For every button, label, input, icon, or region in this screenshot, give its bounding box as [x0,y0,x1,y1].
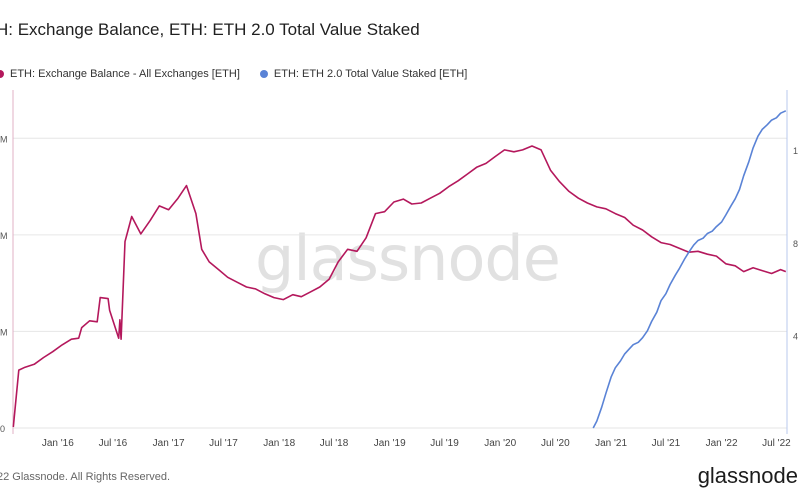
y-right-tick-label: 4 [793,331,798,341]
x-tick-label: Jul '21 [652,438,681,449]
x-tick-label: Jan '17 [153,438,185,449]
glassnode-logo[interactable]: glassnode [697,463,798,488]
y-left-tick-label: M [0,327,8,337]
legend-item-exchange-balance[interactable]: ETH: Exchange Balance - All Exchanges [E… [0,68,240,80]
y-left-tick-label: M [0,134,8,144]
x-tick-label: Jul '16 [99,438,128,449]
y-left-tick-label: M [0,231,8,241]
x-tick-label: Jan '16 [42,438,74,449]
x-tick-label: Jul '20 [541,438,570,449]
x-tick-label: Jul '17 [209,438,238,449]
legend-item-total-value-staked[interactable]: ETH: ETH 2.0 Total Value Staked [ETH] [259,68,468,80]
x-tick-label: Jul '19 [430,438,459,449]
legend-marker-exchange-balance [0,70,4,78]
legend-label-exchange-balance: ETH: Exchange Balance - All Exchanges [E… [10,68,240,80]
watermark: glassnode [255,222,561,295]
legend: ETH: Exchange Balance - All Exchanges [E… [0,66,487,82]
x-tick-label: Jan '21 [595,438,627,449]
series-line-exchange-balance [12,145,787,428]
copyright-text: 22 Glassnode. All Rights Reserved. [0,471,171,483]
y-right-tick-label: 8 [793,239,798,249]
y-right-tick-label: 1 [793,146,798,156]
chart-title: H: Exchange Balance, ETH: ETH 2.0 Total … [0,20,420,39]
x-tick-label: Jan '20 [484,438,516,449]
y-left-tick-label: 0 [0,424,5,434]
x-tick-label: Jan '19 [374,438,406,449]
series-line-total-value-staked [592,110,787,429]
x-tick-label: Jul '22 [762,438,791,449]
legend-marker-total-value-staked [259,70,268,78]
x-tick-label: Jan '18 [263,438,295,449]
legend-label-total-value-staked: ETH: ETH 2.0 Total Value Staked [ETH] [273,68,468,80]
x-tick-label: Jul '18 [320,438,349,449]
x-tick-label: Jan '22 [706,438,738,449]
